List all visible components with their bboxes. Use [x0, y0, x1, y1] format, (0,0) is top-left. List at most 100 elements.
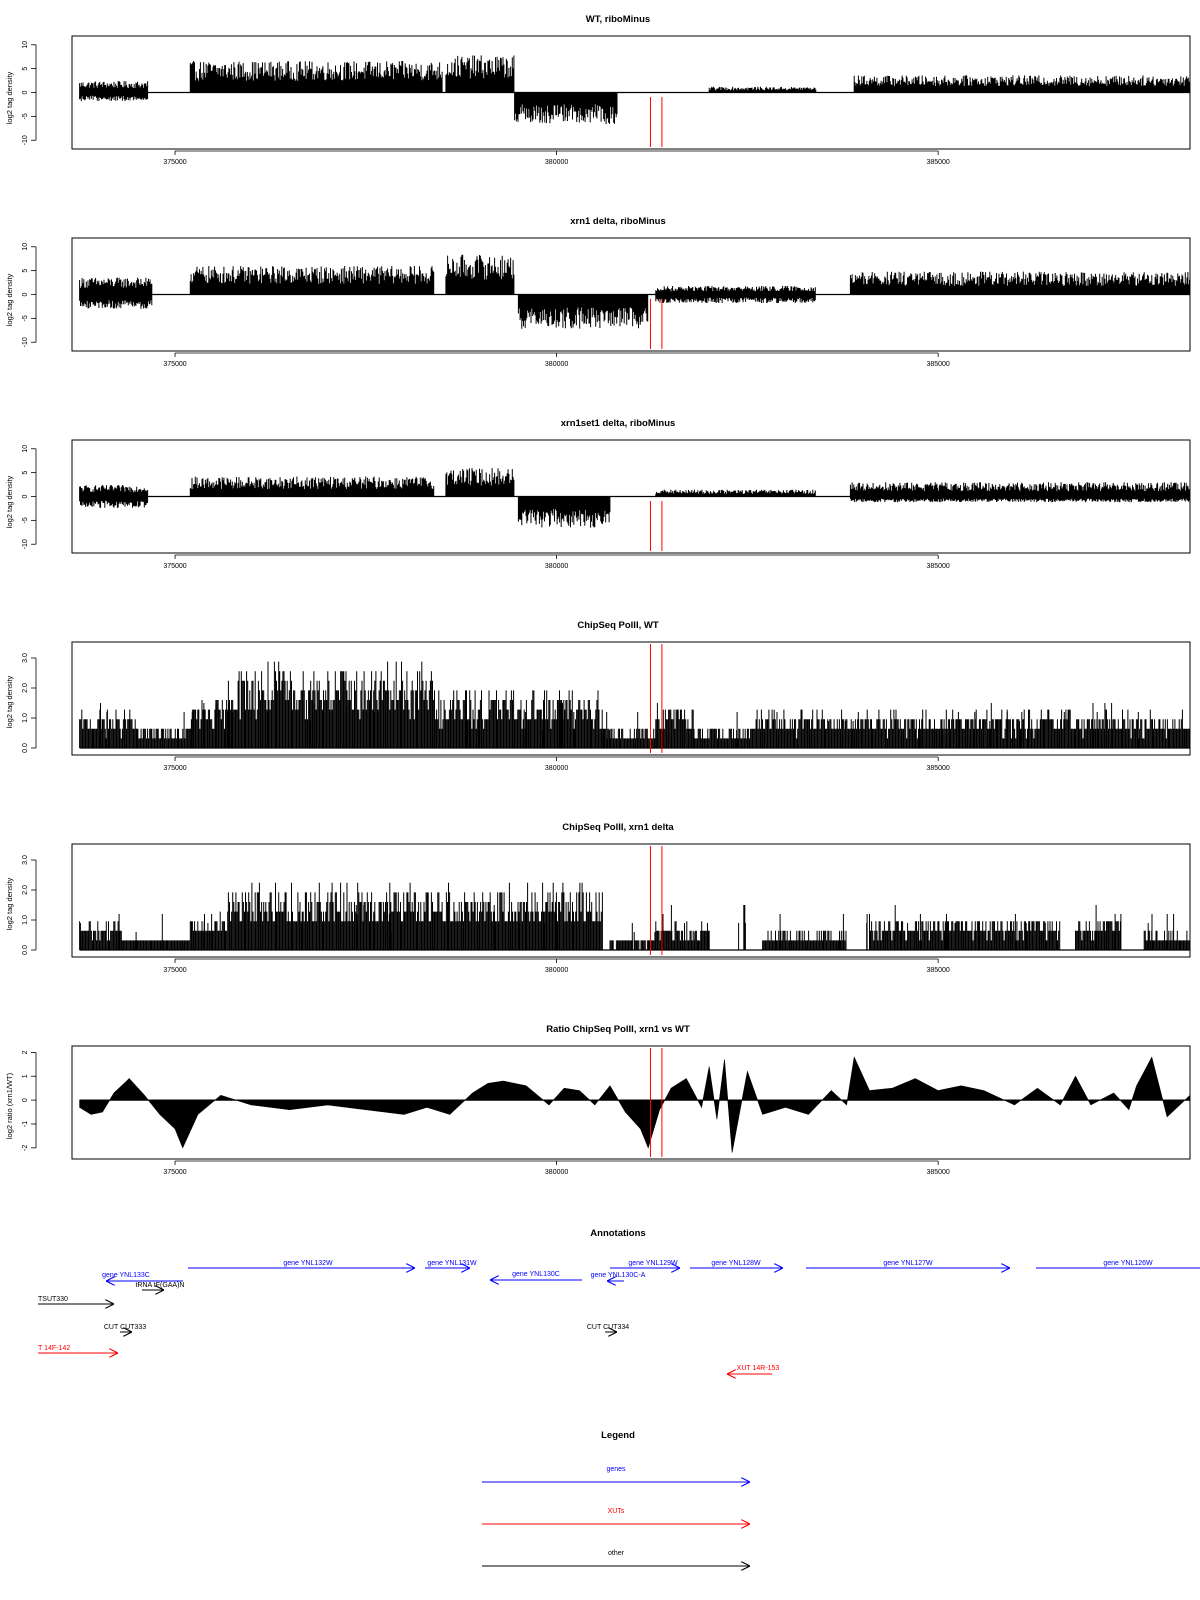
- y-tick-label: -1: [22, 1121, 29, 1127]
- y-tick-label: 3.0: [22, 855, 29, 865]
- y-tick-label: 1: [22, 1074, 29, 1078]
- panel-title: ChipSeq PolII, xrn1 delta: [562, 822, 674, 833]
- bar-series-2: [189, 476, 435, 497]
- bar-series-6: [762, 930, 847, 950]
- panel-title: ChipSeq PolII, WT: [577, 620, 658, 631]
- bar-series-2: [189, 911, 229, 950]
- x-tick-label: 375000: [163, 1169, 186, 1176]
- gene-label-ynl129w: gene YNL129W: [628, 1260, 678, 1267]
- bar-series-7: [849, 496, 1190, 503]
- y-tick-label: -5: [22, 113, 29, 119]
- bar-series-0: [79, 485, 149, 497]
- bar-series-3: [445, 254, 515, 295]
- bar-series-4: [517, 294, 649, 329]
- y-tick-label: 0.0: [22, 945, 29, 955]
- x-tick-label: 375000: [163, 765, 186, 772]
- bar-series-3: [445, 468, 515, 497]
- y-axis-label: log2 tag density: [5, 675, 14, 728]
- bar-series-7: [869, 921, 1061, 950]
- other-label-cut334: CUT CUT334: [587, 1324, 629, 1331]
- ratio-area: [79, 1056, 1191, 1153]
- bar-series-5: [655, 489, 816, 497]
- y-tick-label: 10: [22, 445, 29, 453]
- xut-label-14f-142: T 14F-142: [38, 1345, 70, 1352]
- bar-series-sparse: [79, 905, 1175, 950]
- y-axis-label: log2 tag density: [5, 273, 14, 326]
- bar-series-2: [189, 700, 229, 748]
- y-tick-label: -5: [22, 315, 29, 321]
- panel-title: Ratio ChipSeq PolII, xrn1 vs WT: [546, 1024, 690, 1035]
- y-tick-label: 0: [22, 494, 29, 498]
- bar-series-5: [655, 286, 816, 295]
- y-axis-label: log2 tag density: [5, 877, 14, 930]
- plot-frame: [71, 1045, 1191, 1160]
- trna-label: tRNA tF(GAA)N: [135, 1282, 184, 1289]
- x-tick-label: 385000: [926, 361, 949, 368]
- legend: Legend genes XUTs other: [482, 1430, 750, 1566]
- y-tick-label: 10: [22, 41, 29, 49]
- bar-series-3: [445, 55, 515, 93]
- other-label-cut333: CUT CUT333: [104, 1324, 146, 1331]
- gene-label-ynl132w: gene YNL132W: [283, 1260, 333, 1267]
- bar-series-6: [655, 294, 816, 303]
- x-tick-label: 385000: [926, 563, 949, 570]
- y-tick-label: 0.0: [22, 743, 29, 753]
- y-axis-label: log2 tag density: [5, 475, 14, 528]
- x-tick-label: 385000: [926, 159, 949, 166]
- bar-series-9: [861, 709, 1191, 748]
- x-tick-label: 380000: [545, 361, 568, 368]
- bar-series-7: [849, 271, 1190, 295]
- y-tick-label: -10: [22, 337, 29, 347]
- panel-title: xrn1 delta, riboMinus: [570, 216, 666, 227]
- bar-series-7: [693, 728, 756, 748]
- gene-label-ynl131w: gene YNL131W: [427, 1260, 477, 1267]
- bar-series-4: [517, 496, 611, 528]
- x-tick-label: 380000: [545, 765, 568, 772]
- y-tick-label: 2: [22, 1050, 29, 1054]
- y-tick-label: 3.0: [22, 653, 29, 663]
- y-axis-label: log2 ratio (xrn1/WT): [5, 1072, 14, 1139]
- plot-area: 10 5 0 -5 -10 375000 380000 385000: [22, 237, 1191, 368]
- plot-area: 3.0 2.0 1.0 0.0 375000 380000 385000: [22, 641, 1191, 772]
- panel-xrn1-riboMinus: xrn1 delta, riboMinus log2 tag density 1…: [5, 216, 1191, 368]
- y-tick-label: 1.0: [22, 713, 29, 723]
- plot-frame: [71, 641, 1191, 756]
- panel-title: WT, riboMinus: [586, 14, 650, 25]
- y-tick-label: 0: [22, 1098, 29, 1102]
- x-tick-label: 380000: [545, 1169, 568, 1176]
- panel-title: xrn1set1 delta, riboMinus: [561, 418, 676, 429]
- panel-wt-riboMinus: WT, riboMinus log2 tag density 10 5 0 -5 -10…: [5, 14, 1191, 166]
- x-tick-label: 375000: [163, 361, 186, 368]
- panel-ratio-chipseq: Ratio ChipSeq PolII, xrn1 vs WT log2 rat…: [5, 1024, 1191, 1176]
- annotations-title: Annotations: [590, 1228, 645, 1239]
- bar-series-4: [514, 92, 618, 124]
- bar-series-1: [79, 496, 149, 508]
- y-tick-label: -2: [22, 1145, 29, 1151]
- xut-label-14r-153: XUT 14R-153: [737, 1365, 780, 1372]
- y-tick-label: 2.0: [22, 683, 29, 693]
- y-tick-label: 5: [22, 471, 29, 475]
- y-tick-label: -10: [22, 539, 29, 549]
- bar-series-6: [849, 482, 1190, 497]
- plot-frame: [71, 843, 1191, 958]
- bar-series-4: [434, 690, 603, 748]
- bar-series-6: [853, 75, 1191, 93]
- bar-series-1: [79, 294, 153, 309]
- y-axis-label: log2 tag density: [5, 71, 14, 124]
- x-tick-label: 375000: [163, 159, 186, 166]
- panel-xrn1set1-riboMinus: xrn1set1 delta, riboMinus log2 tag densi…: [5, 418, 1191, 570]
- gene-label-ynl130c: gene YNL130C: [512, 1271, 560, 1278]
- bar-series-3: [227, 882, 603, 950]
- plot-area: 10 5 0 -5 -10 375000 380000 385000: [22, 35, 1191, 166]
- x-tick-label: 375000: [163, 967, 186, 974]
- x-tick-label: 385000: [926, 967, 949, 974]
- x-tick-label: 385000: [926, 1169, 949, 1176]
- bar-series-9: [1143, 930, 1190, 950]
- legend-other-label: other: [608, 1550, 625, 1557]
- y-tick-label: -10: [22, 135, 29, 145]
- bar-series-5: [601, 728, 657, 748]
- bar-series-0: [79, 81, 149, 93]
- bar-series-0: [79, 921, 122, 950]
- x-tick-label: 375000: [163, 563, 186, 570]
